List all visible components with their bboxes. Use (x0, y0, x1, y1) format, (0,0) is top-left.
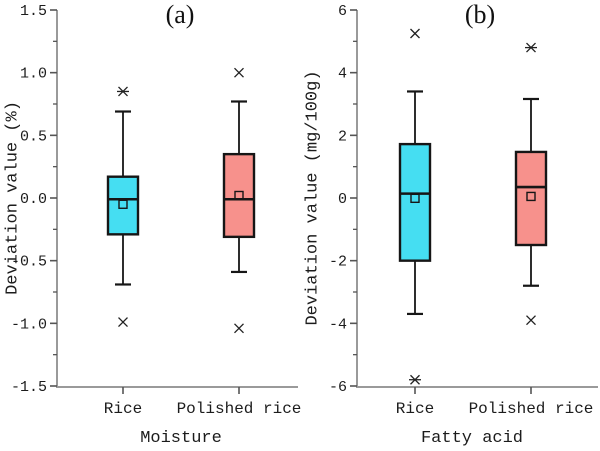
panel-b-y-tick-label: 4 (338, 66, 347, 83)
panel-b-category-polished-rice: Polished rice (468, 400, 594, 418)
panel-b-title: (b) (464, 0, 496, 29)
panel-a-y-tick-label: 1.5 (20, 3, 47, 20)
panel-a-category-rice: Rice (103, 400, 143, 418)
panel-a-y-tick-label: 0.5 (20, 128, 47, 145)
panel-a-y-tick-label: 1.0 (20, 66, 47, 83)
panel-b-polished-rice-box (514, 150, 548, 247)
panel-b-y-tick-label: -2 (329, 254, 347, 271)
panel-b-polished-rice-outlier-x-icon (526, 315, 536, 326)
panel-b-category-rice: Rice (395, 400, 435, 418)
panel-b-y-axis-label: Deviation value (mg/100g) (303, 70, 323, 326)
panel-a-y-tick-label: -1.5 (11, 379, 47, 396)
panel-b-y-tick-label: -6 (329, 379, 347, 396)
panel-b-y-tick-label: 0 (338, 191, 347, 208)
panel-a-polished-rice-mean-marker (234, 190, 244, 201)
panel-a-polished-rice-outlier-x-icon (234, 323, 244, 334)
panel-a-rice-outlier-x-icon (118, 317, 128, 328)
panel-a-y-tick-label: 0.0 (20, 191, 47, 208)
panel-a-rice-mean-marker (118, 199, 128, 209)
panel-a-polished-rice-outlier-x-icon (234, 67, 244, 78)
panel-b-rice-mean-marker (410, 193, 420, 204)
panel-a-title: (a) (165, 0, 195, 29)
panel-a-category-polished-rice: Polished rice (176, 400, 302, 418)
panel-a-x-axis-label: Moisture (140, 429, 222, 448)
panel-b-x-axis-label: Fatty acid (420, 429, 524, 448)
panel-a-rice-box (106, 175, 140, 236)
panel-a-y-tick-label: -1.0 (11, 316, 47, 333)
panel-b-polished-rice-mean-marker (526, 191, 536, 202)
panel-a-y-tick-label: -0.5 (11, 254, 47, 271)
panel-a-polished-rice-box (222, 152, 256, 239)
panel-b-rice-outlier-x-icon (410, 28, 420, 39)
panel-b-y-tick-label: -4 (329, 316, 347, 333)
panel-b-y-tick-label: 6 (338, 3, 347, 20)
panel-b-y-tick-label: 2 (338, 128, 347, 145)
panel-a-y-axis-label: Deviation value (%) (3, 101, 23, 295)
